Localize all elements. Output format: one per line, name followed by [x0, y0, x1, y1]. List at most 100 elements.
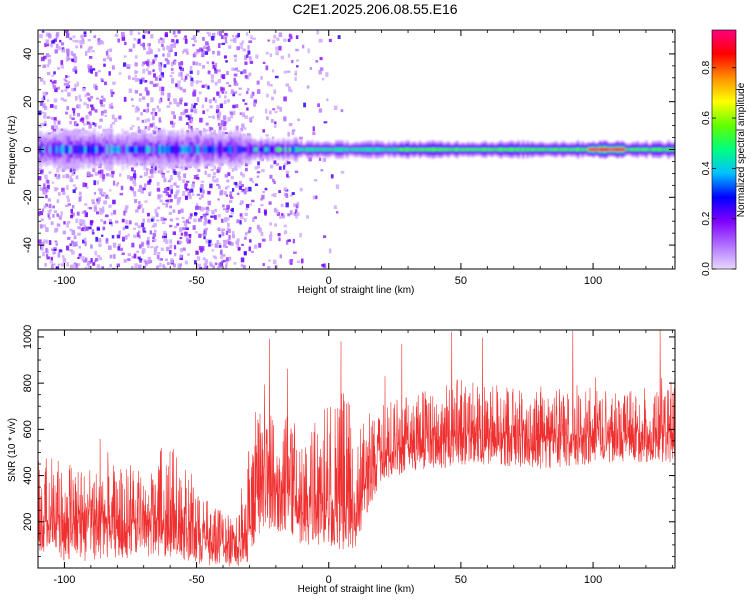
spectrogram-speckle — [84, 203, 88, 206]
spectrogram-speckle — [249, 177, 253, 182]
spectrogram-speckle — [84, 241, 87, 247]
spectrogram-speckle — [269, 174, 273, 179]
spectrogram-speckle — [134, 90, 139, 94]
spectrogram-speckle — [159, 199, 163, 203]
spectrogram-speckle — [157, 194, 162, 198]
spectrogram-speckle — [326, 98, 329, 102]
spectrogram-band-cell — [174, 145, 177, 154]
spectrogram-band-cell — [401, 147, 404, 152]
spectrogram-speckle — [169, 49, 173, 53]
spectrogram-speckle — [227, 241, 232, 245]
spectrogram-speckle — [143, 172, 148, 177]
spectrogram-band-cell — [187, 145, 191, 154]
spectrogram-band-cell — [132, 145, 136, 154]
spectrogram-speckle — [242, 264, 246, 269]
spectrogram-speckle — [78, 254, 82, 259]
spectrogram-band-cell — [471, 147, 474, 152]
spectrogram-speckle — [101, 194, 104, 197]
spectrogram-speckle — [196, 70, 200, 76]
spectrogram-speckle — [154, 166, 157, 171]
spectrogram-speckle — [38, 176, 42, 181]
spectrogram-speckle — [229, 199, 233, 204]
spectrogram-speckle — [333, 105, 338, 111]
spectrogram-speckle — [251, 199, 255, 203]
spectrogram-speckle — [65, 48, 70, 54]
spectrogram-speckle — [156, 187, 161, 192]
spectrogram-speckle — [232, 110, 236, 116]
spectrogram-speckle — [99, 169, 104, 174]
spectrogram-speckle — [151, 225, 155, 228]
spectrogram-band-cell — [275, 147, 279, 152]
spectrogram-band-cell — [427, 147, 430, 152]
spectrogram-speckle — [253, 102, 257, 107]
spectrogram-speckle — [193, 175, 197, 180]
spectrogram-band-cell — [550, 147, 554, 152]
spectrogram-speckle — [141, 241, 145, 244]
spectrogram-speckle — [137, 32, 141, 35]
spectrogram-band-cell — [462, 148, 466, 151]
spectrogram-band-cell — [123, 146, 127, 153]
spectrogram-band-cell — [46, 145, 50, 154]
spectrogram-speckle — [239, 112, 243, 115]
spectrogram-speckle — [283, 38, 287, 42]
spectrogram-speckle — [174, 225, 178, 229]
spectrogram-speckle — [209, 99, 212, 104]
spectrogram-speckle — [141, 222, 145, 228]
spectrogram-band-cell — [656, 147, 659, 152]
spectrogram-speckle — [89, 65, 93, 70]
spectrogram-speckle — [265, 51, 269, 55]
spectrogram-speckle — [199, 266, 203, 269]
spectrogram-band-cell — [497, 147, 501, 152]
spectrogram-speckle — [205, 211, 209, 215]
spectrogram-band-cell — [537, 147, 540, 152]
spectrogram-speckle — [250, 250, 255, 253]
spectrogram-band-cell — [165, 146, 169, 153]
spectrogram-speckle — [72, 53, 76, 57]
spectrogram-speckle — [164, 162, 168, 167]
spectrogram-band-cell — [343, 148, 347, 151]
spectrogram-speckle — [218, 263, 222, 268]
spectrogram-speckle — [312, 131, 316, 136]
spectrogram-speckle — [152, 236, 155, 240]
spectrogram-speckle — [158, 99, 162, 104]
spectrogram-speckle — [46, 116, 51, 119]
spectrogram-speckle — [65, 204, 69, 208]
spectrogram-speckle — [175, 83, 178, 87]
spectrogram-speckle — [315, 60, 319, 63]
colorbar-tick-label: 0.4 — [701, 161, 712, 175]
spectrogram-speckle — [177, 30, 181, 34]
spectrogram-band-cell — [418, 147, 422, 152]
spectrogram-speckle — [124, 207, 128, 211]
spectrogram-band-cell — [286, 147, 290, 152]
spectrogram-speckle — [156, 213, 159, 218]
figure-title: C2E1.2025.206.08.55.E16 — [292, 1, 458, 17]
spectrogram-speckle — [158, 117, 161, 123]
spectrogram-band-cell — [280, 147, 283, 152]
spectrogram-speckle — [100, 101, 104, 107]
spectrogram-speckle — [135, 209, 139, 213]
spectrogram-speckle — [63, 78, 67, 81]
spectrogram-speckle — [222, 74, 226, 80]
spectrogram-band-cell — [51, 145, 54, 154]
spectrogram-speckle — [248, 230, 251, 233]
spectrogram-speckle — [93, 192, 97, 195]
spectrogram-speckle — [95, 257, 99, 262]
spectrogram-speckle — [39, 241, 43, 246]
spectrogram-speckle — [248, 227, 252, 230]
spectrogram-speckle — [210, 168, 215, 172]
spectrogram-speckle — [189, 189, 192, 193]
spectrogram-band-cell — [460, 148, 463, 151]
spectrogram-speckle — [220, 120, 225, 126]
spectrogram-speckle — [236, 219, 240, 224]
spectrogram-band-cell — [326, 147, 329, 152]
spectrogram-speckle — [162, 264, 165, 268]
spectrogram-speckle — [162, 53, 165, 57]
spectrogram-speckle — [75, 266, 79, 269]
spectrogram-speckle — [84, 130, 88, 134]
spectrogram-speckle — [130, 265, 134, 269]
spectrogram-speckle — [54, 49, 58, 54]
spectrogram-speckle — [127, 75, 131, 80]
spectrogram-speckle — [184, 48, 189, 53]
spectrogram-speckle — [60, 97, 65, 101]
spectrogram-speckle — [169, 205, 173, 209]
